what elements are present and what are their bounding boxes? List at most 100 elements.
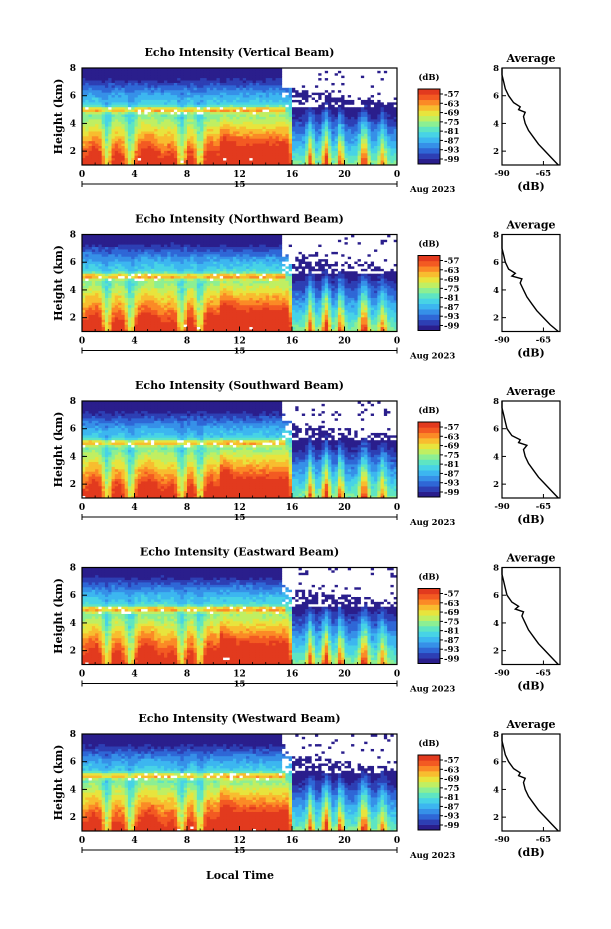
heatmap-cell — [322, 136, 326, 139]
heatmap-cell — [161, 302, 165, 305]
heatmap-cell — [351, 153, 355, 156]
heatmap-cell — [135, 141, 139, 144]
heatmap-cell — [112, 276, 116, 279]
heatmap-cell — [151, 298, 155, 301]
heatmap-cell — [223, 136, 227, 139]
heatmap-cell — [226, 80, 230, 83]
heatmap-cell — [305, 150, 309, 153]
heatmap-cell — [269, 129, 273, 132]
heatmap-cell — [246, 100, 250, 103]
heatmap-cell — [384, 97, 388, 100]
heatmap-cell — [335, 90, 339, 93]
heatmap-cell — [115, 239, 119, 242]
heatmap-cell — [102, 143, 106, 146]
heatmap-cell — [102, 276, 106, 279]
heatmap-cell — [345, 75, 349, 78]
heatmap-cell — [131, 100, 135, 103]
heatmap-cell — [184, 148, 188, 151]
heatmap-cell — [102, 117, 106, 120]
heatmap-cell — [253, 100, 257, 103]
heatmap-cell — [233, 138, 237, 141]
heatmap-cell — [98, 312, 102, 315]
heatmap-cell — [312, 129, 316, 132]
heatmap-cell — [230, 97, 234, 100]
heatmap-cell — [85, 256, 89, 259]
heatmap-cell — [180, 133, 184, 136]
heatmap-cell — [371, 109, 375, 112]
heatmap-cell — [233, 85, 237, 88]
heatmap-cell — [95, 73, 99, 76]
heatmap-cell — [141, 305, 145, 308]
heatmap-cell — [240, 114, 244, 117]
heatmap-cell — [184, 100, 188, 103]
heatmap-cell — [171, 121, 175, 124]
heatmap-cell — [105, 264, 109, 267]
heatmap-cell — [180, 150, 184, 153]
heatmap-cell — [184, 141, 188, 144]
heatmap-cell — [328, 95, 332, 98]
heatmap-cell — [141, 85, 145, 88]
heatmap-cell — [246, 138, 250, 141]
heatmap-cell — [190, 121, 194, 124]
heatmap-cell — [246, 95, 250, 98]
heatmap-cell — [98, 293, 102, 296]
heatmap-cell — [331, 141, 335, 144]
heatmap-cell — [331, 119, 335, 122]
heatmap-cell — [121, 104, 125, 107]
heatmap-cell — [213, 121, 217, 124]
heatmap-cell — [118, 254, 122, 257]
heatmap-cell — [95, 256, 99, 259]
heatmap-cell — [200, 83, 204, 86]
heatmap-cell — [118, 317, 122, 320]
heatmap-cell — [230, 126, 234, 129]
heatmap-cell — [157, 102, 161, 105]
heatmap-cell — [305, 146, 309, 149]
heatmap-cell — [276, 104, 280, 107]
heatmap-cell — [243, 92, 247, 95]
heatmap-cell — [135, 281, 139, 284]
heatmap-cell — [213, 146, 217, 149]
heatmap-cell — [256, 97, 260, 100]
heatmap-cell — [253, 102, 257, 105]
heatmap-cell — [141, 107, 145, 110]
heatmap-cell — [148, 278, 152, 281]
heatmap-cell — [148, 73, 152, 76]
heatmap-cell — [128, 259, 132, 262]
heatmap-cell — [358, 75, 362, 78]
heatmap-cell — [276, 150, 280, 153]
heatmap-cell — [220, 95, 224, 98]
heatmap-cell — [118, 87, 122, 90]
heatmap-cell — [200, 117, 204, 120]
heatmap-cell — [374, 155, 378, 158]
heatmap-cell — [115, 131, 119, 134]
heatmap-cell — [292, 95, 296, 98]
heatmap-cell — [341, 153, 345, 156]
heatmap-cell — [108, 150, 112, 153]
heatmap-cell — [89, 242, 93, 245]
heatmap-cell — [387, 141, 391, 144]
heatmap-cell — [335, 141, 339, 144]
heatmap-cell — [180, 119, 184, 122]
heatmap-cell — [184, 70, 188, 73]
heatmap-cell — [272, 143, 276, 146]
heatmap-cell — [95, 158, 99, 161]
heatmap-cell — [213, 73, 217, 76]
heatmap-cell — [312, 85, 316, 88]
heatmap-cell — [190, 160, 194, 163]
heatmap-cell — [161, 155, 165, 158]
heatmap-cell — [269, 131, 273, 134]
heatmap-cell — [325, 109, 329, 112]
heatmap-cell — [348, 117, 352, 120]
heatmap-cell — [157, 271, 161, 274]
heatmap-cell — [282, 119, 286, 122]
heatmap-cell — [243, 126, 247, 129]
heatmap-cell — [197, 121, 201, 124]
heatmap-cell — [141, 285, 145, 288]
heatmap-cell — [157, 75, 161, 78]
heatmap-cell — [154, 83, 158, 86]
heatmap-cell — [144, 83, 148, 86]
heatmap-cell — [203, 83, 207, 86]
heatmap-cell — [98, 102, 102, 105]
heatmap-cell — [207, 109, 211, 112]
heatmap-cell — [135, 249, 139, 252]
